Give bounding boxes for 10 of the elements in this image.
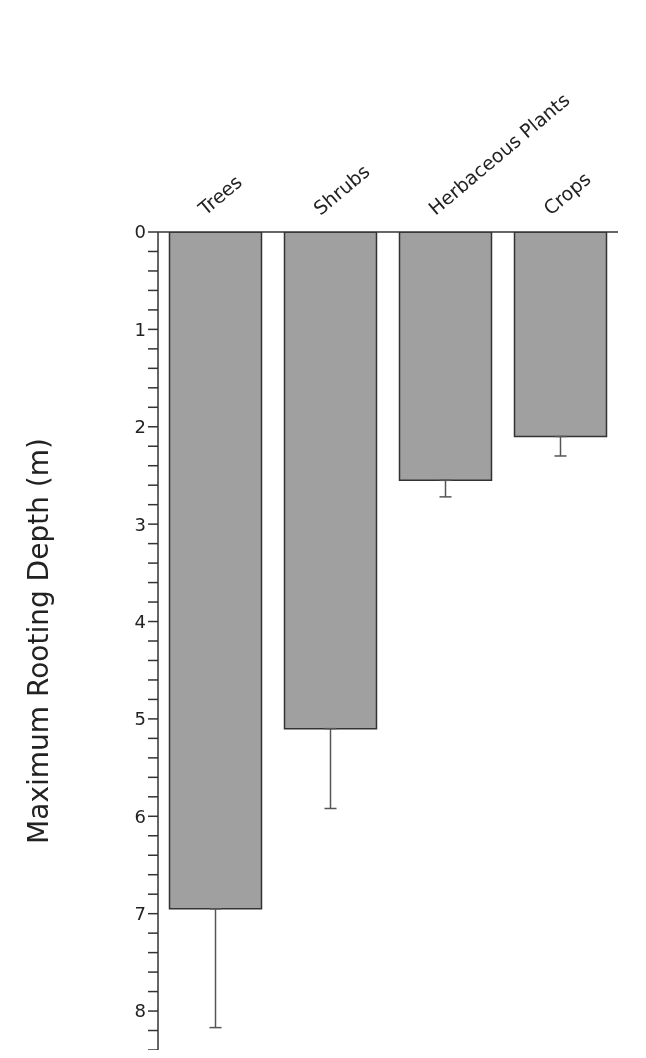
y-tick-label: 0 [134,221,146,243]
y-tick-label: 7 [134,903,146,925]
y-tick-label: 4 [134,610,146,632]
y-tick-label: 8 [134,1000,146,1022]
y-tick-label: 2 [134,416,146,438]
y-tick-label: 3 [134,513,146,535]
y-tick-label: 5 [134,708,146,730]
y-tick-label: 1 [134,318,146,340]
y-axis-title: Maximum Rooting Depth (m) [21,438,55,844]
y-tick-label: 6 [134,805,146,827]
